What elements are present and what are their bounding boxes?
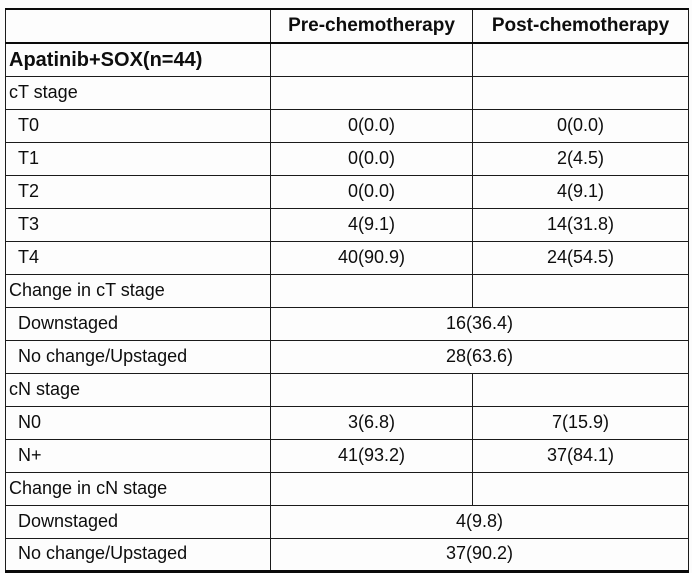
table-row-change-ct-stage: Change in cT stage <box>5 273 689 308</box>
row-label: N0 <box>5 405 271 440</box>
header-empty-cell <box>5 8 271 44</box>
table-row-n-plus: N+ 41(93.2) 37(84.1) <box>5 438 689 473</box>
post-chemo-value: 0(0.0) <box>472 108 689 143</box>
staging-table-container: Pre-chemotherapy Post-chemotherapy Apati… <box>5 8 689 573</box>
table-row-ct-stage: cT stage <box>5 75 689 110</box>
post-chemo-value: 14(31.8) <box>472 207 689 242</box>
row-label: T0 <box>5 108 271 143</box>
header-row: Pre-chemotherapy Post-chemotherapy <box>5 8 689 44</box>
merged-value: 16(36.4) <box>270 306 689 341</box>
post-chemo-value: 37(84.1) <box>472 438 689 473</box>
header-post-chemotherapy: Post-chemotherapy <box>472 8 689 44</box>
row-label: T4 <box>5 240 271 275</box>
merged-value: 4(9.8) <box>270 504 689 539</box>
table-row-ct-no-change-upstaged: No change/Upstaged 28(63.6) <box>5 339 689 374</box>
pre-chemo-value: 0(0.0) <box>270 174 473 209</box>
table-row-ct-downstaged: Downstaged 16(36.4) <box>5 306 689 341</box>
pre-chemo-value <box>270 471 473 506</box>
row-label: No change/Upstaged <box>5 339 271 374</box>
post-chemo-value <box>472 42 689 77</box>
pre-chemo-value: 3(6.8) <box>270 405 473 440</box>
row-label: Downstaged <box>5 504 271 539</box>
post-chemo-value: 2(4.5) <box>472 141 689 176</box>
table-row-t0: T0 0(0.0) 0(0.0) <box>5 108 689 143</box>
row-label: cT stage <box>5 75 271 110</box>
table-row-change-cn-stage: Change in cN stage <box>5 471 689 506</box>
table-row-t4: T4 40(90.9) 24(54.5) <box>5 240 689 275</box>
pre-chemo-value <box>270 75 473 110</box>
post-chemo-value <box>472 75 689 110</box>
merged-value: 37(90.2) <box>270 537 689 572</box>
pre-chemo-value <box>270 42 473 77</box>
row-label: Change in cN stage <box>5 471 271 506</box>
post-chemo-value <box>472 273 689 308</box>
row-label: N+ <box>5 438 271 473</box>
pre-chemo-value: 0(0.0) <box>270 141 473 176</box>
post-chemo-value <box>472 471 689 506</box>
pre-chemo-value: 4(9.1) <box>270 207 473 242</box>
merged-value: 28(63.6) <box>270 339 689 374</box>
table-row-cn-stage: cN stage <box>5 372 689 407</box>
table-row-t3: T3 4(9.1) 14(31.8) <box>5 207 689 242</box>
post-chemo-value: 24(54.5) <box>472 240 689 275</box>
pre-chemo-value <box>270 273 473 308</box>
table-row-t2: T2 0(0.0) 4(9.1) <box>5 174 689 209</box>
table-row-cn-downstaged: Downstaged 4(9.8) <box>5 504 689 539</box>
row-label: No change/Upstaged <box>5 537 271 572</box>
pre-chemo-value: 40(90.9) <box>270 240 473 275</box>
row-label: T1 <box>5 141 271 176</box>
post-chemo-value: 7(15.9) <box>472 405 689 440</box>
staging-table: Pre-chemotherapy Post-chemotherapy Apati… <box>5 8 689 573</box>
table-row-t1: T1 0(0.0) 2(4.5) <box>5 141 689 176</box>
row-label: Apatinib+SOX(n=44) <box>5 42 271 77</box>
pre-chemo-value: 0(0.0) <box>270 108 473 143</box>
row-label: Downstaged <box>5 306 271 341</box>
pre-chemo-value <box>270 372 473 407</box>
row-label: cN stage <box>5 372 271 407</box>
row-label: Change in cT stage <box>5 273 271 308</box>
post-chemo-value <box>472 372 689 407</box>
pre-chemo-value: 41(93.2) <box>270 438 473 473</box>
table-row-group-apatinib-sox: Apatinib+SOX(n=44) <box>5 42 689 77</box>
row-label: T3 <box>5 207 271 242</box>
header-pre-chemotherapy: Pre-chemotherapy <box>270 8 473 44</box>
table-row-cn-no-change-upstaged: No change/Upstaged 37(90.2) <box>5 537 689 572</box>
row-label: T2 <box>5 174 271 209</box>
table-row-n0: N0 3(6.8) 7(15.9) <box>5 405 689 440</box>
post-chemo-value: 4(9.1) <box>472 174 689 209</box>
